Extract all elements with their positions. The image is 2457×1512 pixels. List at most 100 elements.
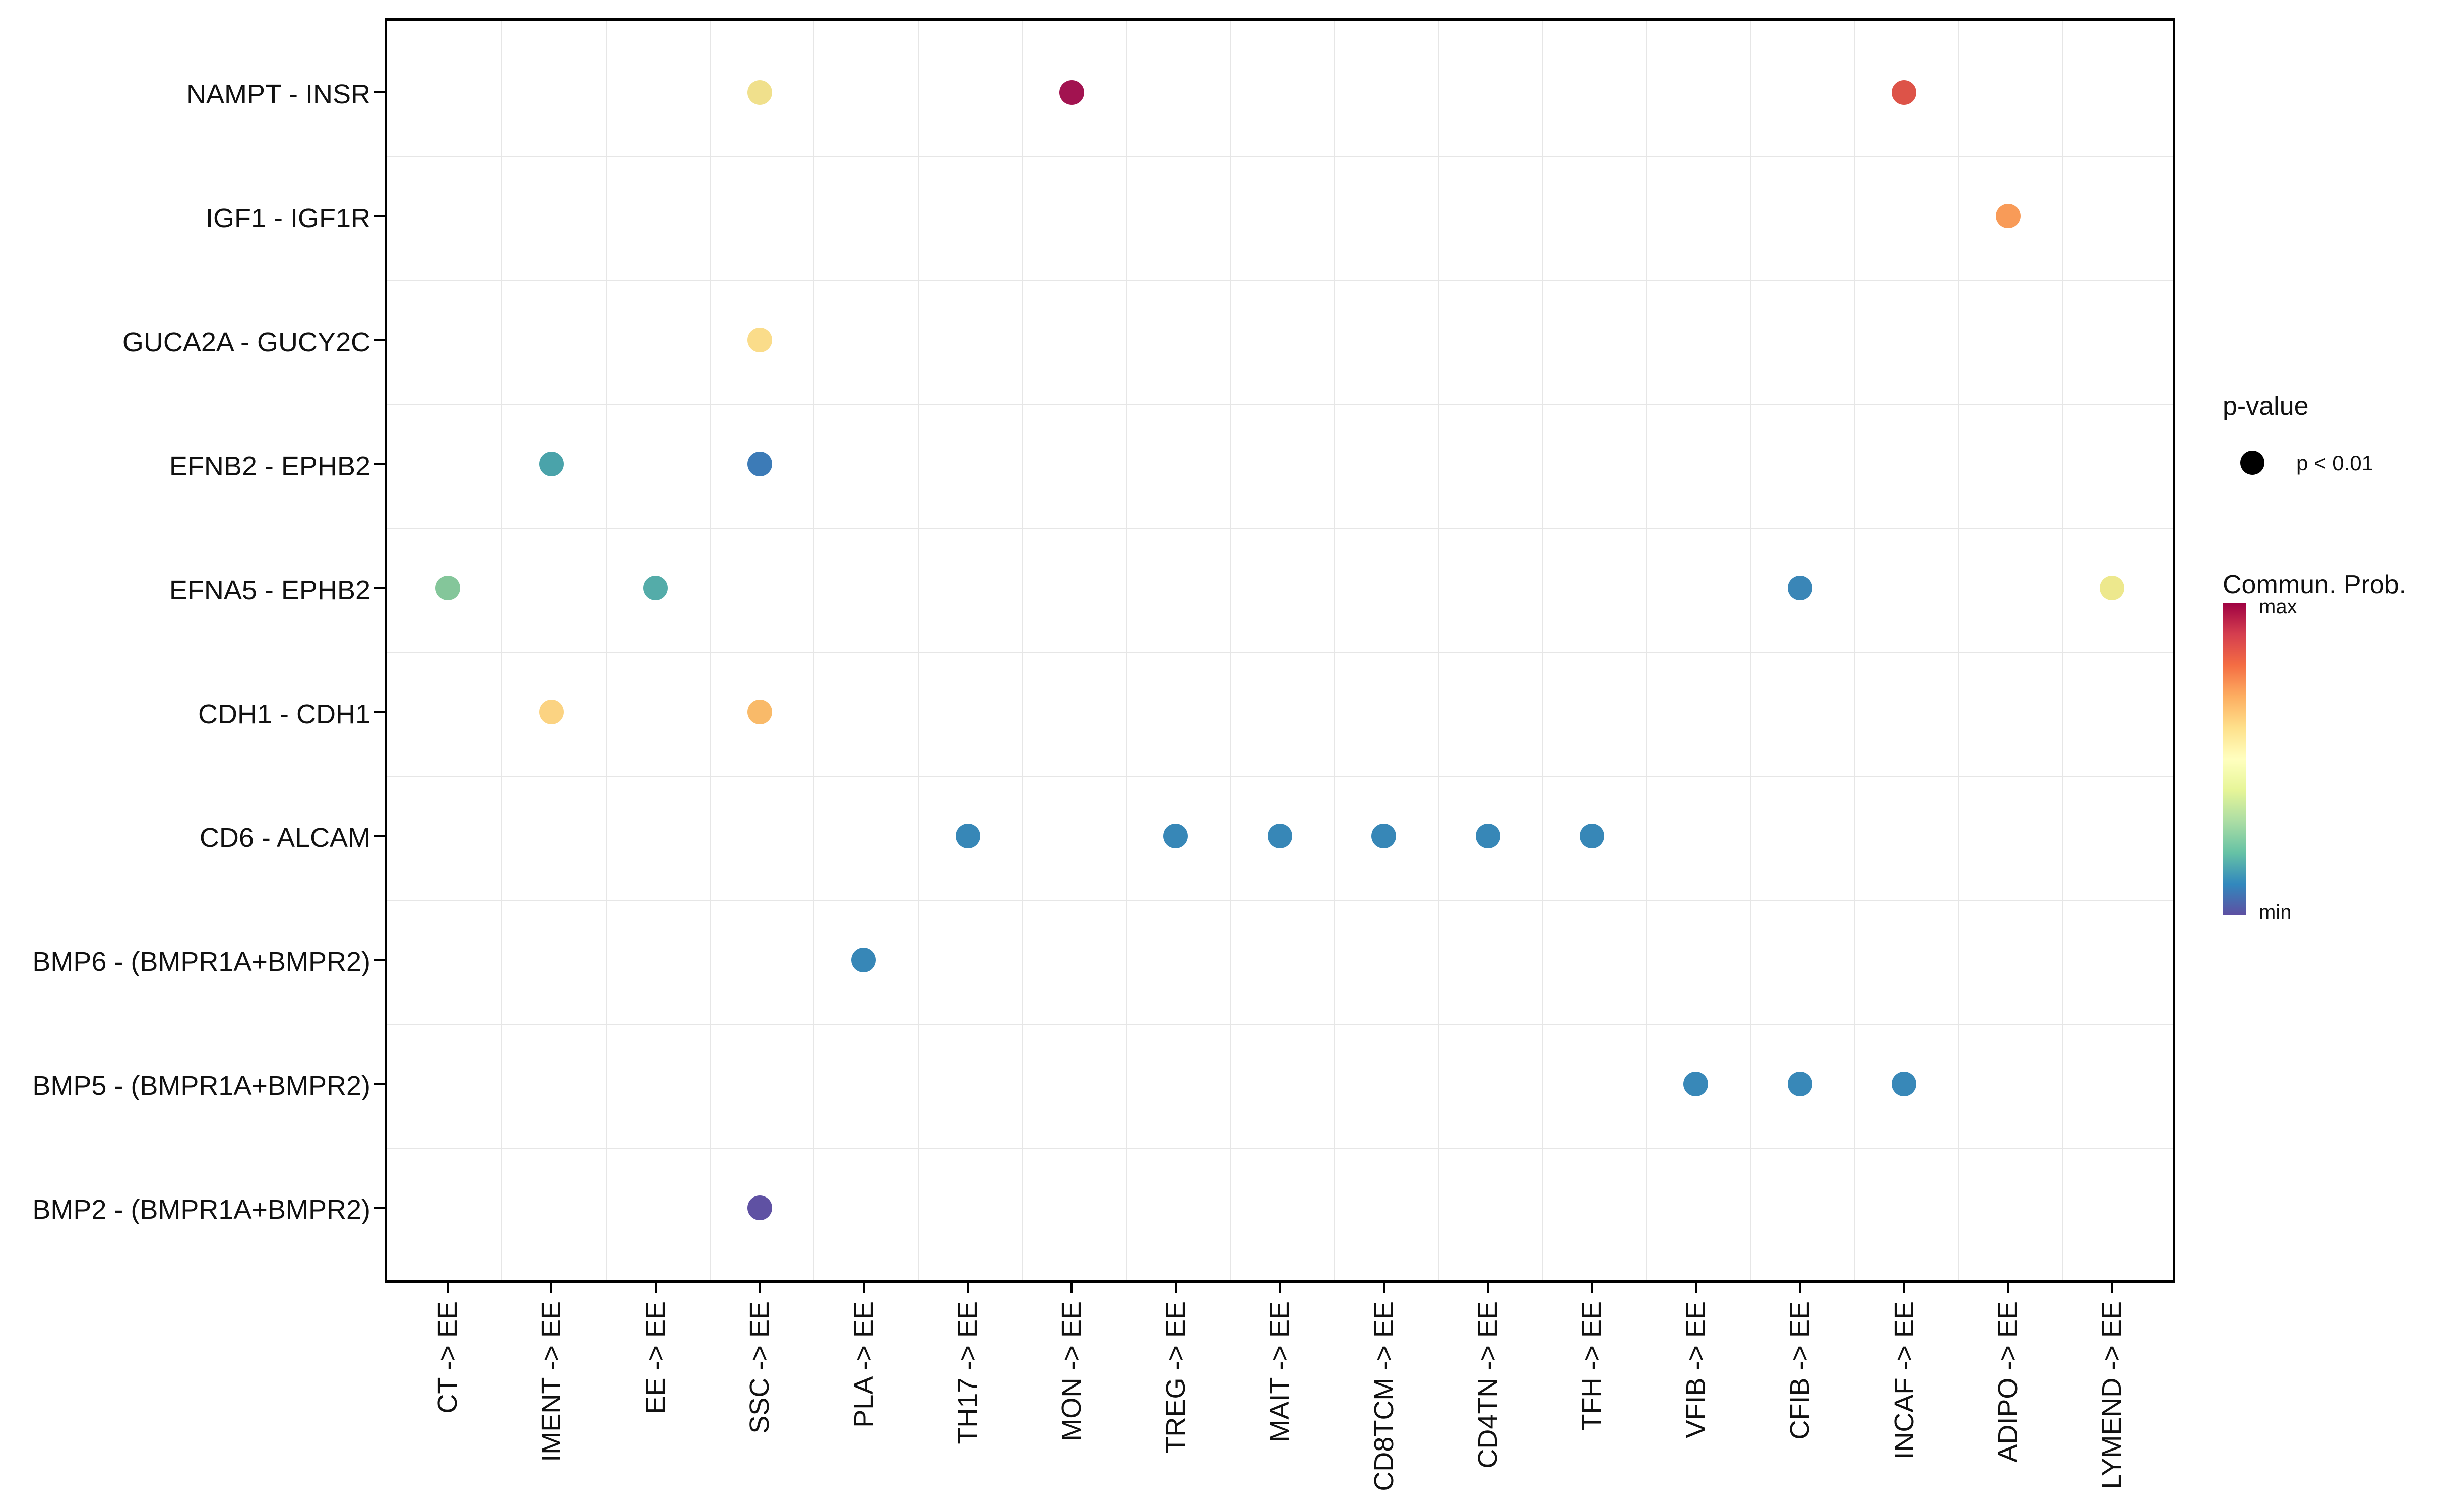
data-dot (2099, 576, 2124, 601)
axis-tick-y (374, 215, 385, 217)
x-tick-label: ADIPO -> EE (1993, 1301, 2023, 1463)
axis-tick-y (374, 91, 385, 93)
x-tick-label: TFH -> EE (1577, 1301, 1607, 1431)
axis-tick-x (654, 1283, 657, 1293)
grid-line-vertical (1437, 21, 1439, 1280)
colorbar-max-label: max (2259, 596, 2297, 618)
data-dot (435, 576, 460, 601)
grid-line-vertical (813, 21, 815, 1280)
grid-line-horizontal (387, 900, 2173, 901)
axis-tick-x (1382, 1283, 1385, 1293)
data-dot (1059, 80, 1084, 105)
data-dot (539, 700, 564, 724)
axis-tick-x (862, 1283, 865, 1293)
p-value-legend-title: p-value (2223, 392, 2309, 421)
data-dot (1995, 204, 2021, 229)
x-tick-label: EE -> EE (640, 1301, 671, 1414)
axis-tick-x (1799, 1283, 1801, 1293)
y-tick-label: IGF1 - IGF1R (205, 203, 370, 233)
x-tick-label: LYMEND -> EE (2097, 1301, 2127, 1489)
data-dot (955, 823, 980, 848)
axis-tick-y (374, 339, 385, 341)
data-dot (1475, 823, 1500, 848)
data-dot (747, 1195, 772, 1220)
y-tick-label: EFNB2 - EPHB2 (169, 451, 370, 481)
y-tick-label: BMP5 - (BMPR1A+BMPR2) (32, 1070, 370, 1101)
p-value-legend-entry: p < 0.01 (2296, 451, 2373, 475)
plot-panel (385, 18, 2175, 1283)
grid-line-horizontal (387, 156, 2173, 157)
grid-line-horizontal (387, 1148, 2173, 1149)
colorbar-min-label: min (2259, 901, 2292, 923)
axis-tick-x (1174, 1283, 1177, 1293)
data-dot (1163, 823, 1188, 848)
y-tick-label: CD6 - ALCAM (199, 823, 370, 853)
axis-tick-x (967, 1283, 969, 1293)
grid-line-vertical (917, 21, 919, 1280)
x-tick-label: IMENT -> EE (536, 1301, 567, 1462)
grid-line-vertical (1022, 21, 1023, 1280)
commun-prob-legend-title: Commun. Prob. (2223, 570, 2407, 599)
data-dot (1371, 823, 1397, 848)
grid-line-vertical (1230, 21, 1231, 1280)
axis-tick-y (374, 711, 385, 713)
grid-line-vertical (1750, 21, 1751, 1280)
axis-tick-y (374, 959, 385, 961)
axis-tick-x (1591, 1283, 1593, 1293)
axis-tick-y (374, 587, 385, 589)
axis-tick-x (550, 1283, 553, 1293)
grid-line-vertical (501, 21, 503, 1280)
x-tick-label: TH17 -> EE (953, 1301, 983, 1444)
x-tick-label: INCAF -> EE (1888, 1301, 1919, 1460)
data-dot (1683, 1071, 1709, 1096)
grid-line-horizontal (387, 1024, 2173, 1025)
commun-prob-colorbar (2223, 603, 2246, 915)
x-tick-label: CD8TCM -> EE (1368, 1301, 1399, 1491)
data-dot (747, 80, 772, 105)
data-dot (1787, 576, 1812, 601)
y-tick-label: BMP2 - (BMPR1A+BMPR2) (32, 1194, 370, 1225)
x-tick-label: PLA -> EE (848, 1301, 879, 1428)
data-dot (1892, 1071, 1917, 1096)
data-dot (747, 328, 772, 353)
axis-tick-x (2111, 1283, 2113, 1293)
axis-tick-y (374, 463, 385, 465)
axis-tick-x (2007, 1283, 2009, 1293)
grid-line-vertical (1854, 21, 1855, 1280)
data-dot (539, 452, 564, 477)
y-tick-label: CDH1 - CDH1 (198, 699, 370, 729)
grid-line-horizontal (387, 652, 2173, 653)
axis-tick-x (447, 1283, 449, 1293)
data-dot (851, 947, 876, 972)
x-tick-label: CT -> EE (432, 1301, 463, 1414)
axis-tick-y (374, 1083, 385, 1085)
grid-line-horizontal (387, 528, 2173, 529)
x-tick-label: SSC -> EE (744, 1301, 775, 1434)
y-tick-label: EFNA5 - EPHB2 (169, 575, 370, 605)
grid-line-vertical (710, 21, 711, 1280)
axis-tick-x (1694, 1283, 1697, 1293)
axis-tick-x (1487, 1283, 1489, 1293)
data-dot (643, 576, 668, 601)
grid-line-vertical (605, 21, 607, 1280)
x-tick-label: MON -> EE (1056, 1301, 1087, 1441)
axis-tick-y (374, 1207, 385, 1209)
p-value-legend-dot-icon (2240, 451, 2264, 475)
x-tick-label: TREG -> EE (1160, 1301, 1191, 1454)
x-tick-label: MAIT -> EE (1265, 1301, 1295, 1442)
grid-line-horizontal (387, 280, 2173, 281)
y-tick-label: NAMPT - INSR (186, 79, 370, 109)
grid-line-vertical (2062, 21, 2063, 1280)
grid-line-vertical (1958, 21, 1959, 1280)
grid-line-horizontal (387, 404, 2173, 405)
axis-tick-x (1070, 1283, 1073, 1293)
data-dot (1267, 823, 1292, 848)
grid-line-vertical (1646, 21, 1647, 1280)
grid-line-horizontal (387, 776, 2173, 777)
y-tick-label: BMP6 - (BMPR1A+BMPR2) (32, 947, 370, 977)
x-tick-label: CD4TN -> EE (1473, 1301, 1503, 1469)
data-dot (1892, 80, 1917, 105)
grid-line-vertical (1542, 21, 1543, 1280)
data-dot (747, 452, 772, 477)
